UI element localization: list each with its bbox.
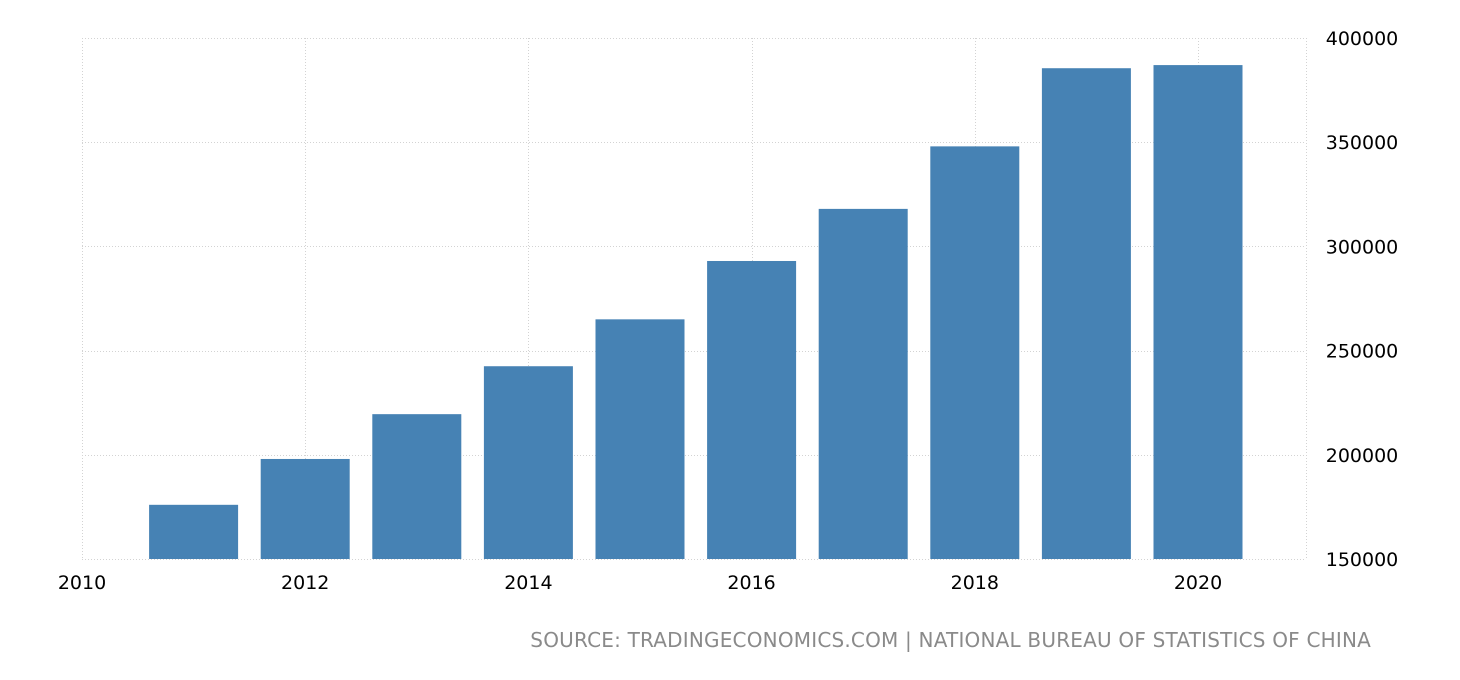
y-axis-tick-labels: 150000 200000 250000 300000 350000 400000 bbox=[1326, 28, 1399, 571]
bar-2017 bbox=[818, 208, 908, 559]
bar-2016 bbox=[707, 260, 797, 559]
y-tick-label: 400000 bbox=[1326, 28, 1399, 50]
y-tick-label: 250000 bbox=[1326, 341, 1399, 363]
y-tick-label: 350000 bbox=[1326, 132, 1399, 154]
x-axis-tick-labels: 2010 2012 2014 2016 2018 2020 bbox=[58, 572, 1222, 594]
bar-2011 bbox=[149, 504, 239, 559]
x-tick-label: 2010 bbox=[58, 572, 106, 594]
bar-2019 bbox=[1041, 68, 1131, 559]
y-tick-label: 150000 bbox=[1326, 549, 1399, 571]
x-tick-label: 2018 bbox=[951, 572, 999, 594]
y-tick-label: 200000 bbox=[1326, 445, 1399, 467]
grid-lines bbox=[82, 38, 1307, 560]
bar-2012 bbox=[260, 458, 350, 559]
bar-2020 bbox=[1153, 65, 1243, 559]
x-tick-label: 2012 bbox=[281, 572, 329, 594]
x-tick-label: 2016 bbox=[727, 572, 775, 594]
x-tick-label: 2014 bbox=[504, 572, 552, 594]
bar-2014 bbox=[483, 366, 573, 559]
bar-2013 bbox=[372, 414, 462, 559]
bars bbox=[149, 65, 1243, 560]
source-attribution: SOURCE: TRADINGECONOMICS.COM | NATIONAL … bbox=[530, 628, 1371, 652]
bar-2018 bbox=[930, 146, 1020, 560]
y-tick-label: 300000 bbox=[1326, 236, 1399, 258]
x-tick-label: 2020 bbox=[1174, 572, 1222, 594]
bar-2015 bbox=[595, 319, 685, 559]
